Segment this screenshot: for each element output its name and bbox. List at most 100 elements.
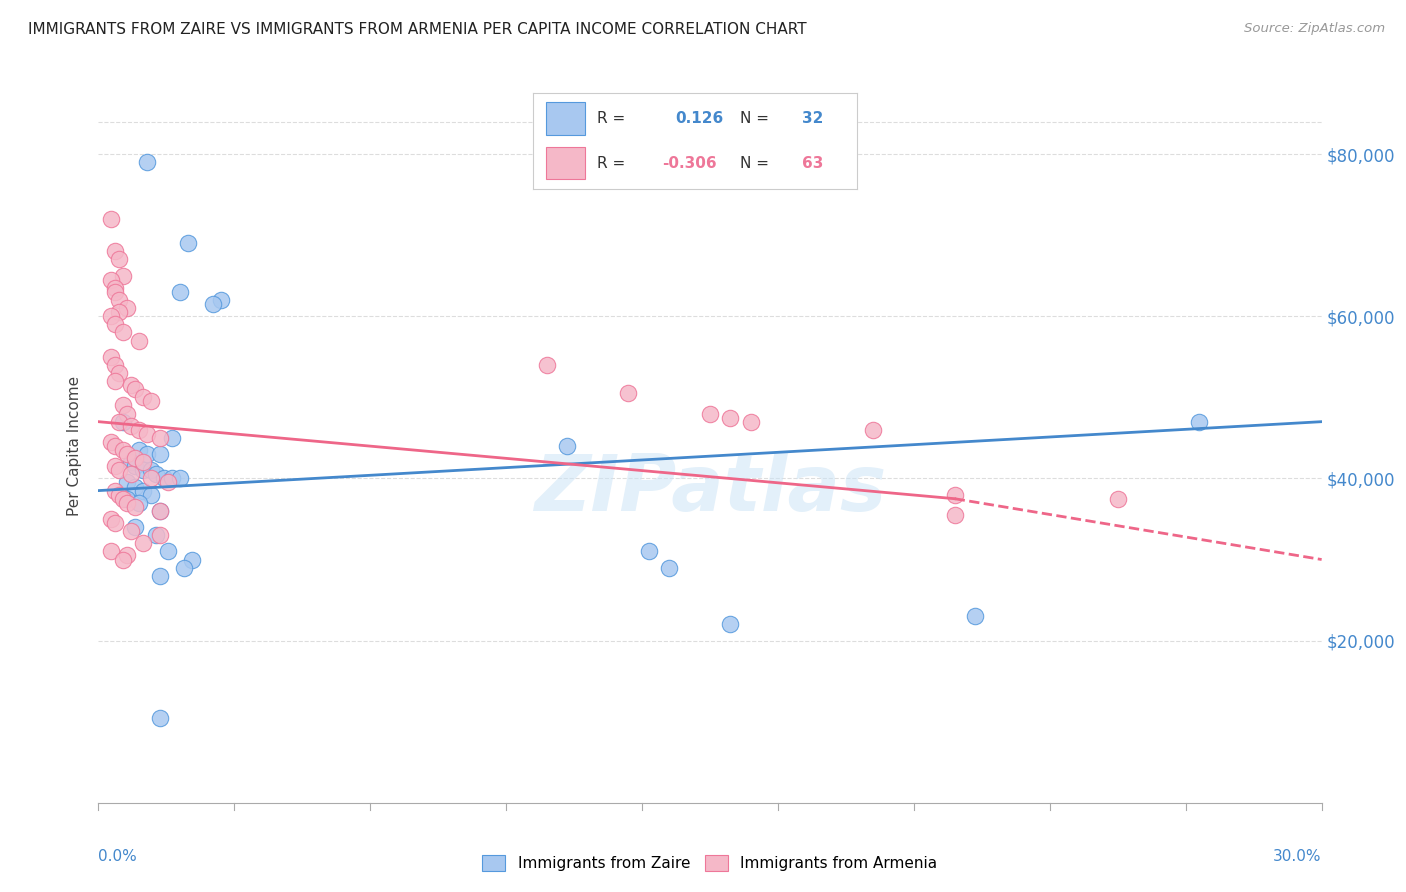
Point (557, 439, 579, 453)
Point (177, 236, 200, 251)
Text: IMMIGRANTS FROM ZAIRE VS IMMIGRANTS FROM ARMENIA PER CAPITA INCOME CORRELATION C: IMMIGRANTS FROM ZAIRE VS IMMIGRANTS FROM… (28, 22, 807, 37)
Point (124, 500, 146, 514)
Point (124, 520, 146, 534)
Point (720, 410, 742, 425)
Point (100, 310, 122, 324)
Point (104, 516, 127, 530)
Point (201, 297, 224, 311)
Point (120, 455, 142, 469)
Point (104, 358, 127, 372)
Point (699, 407, 721, 421)
Point (100, 273, 122, 287)
Legend: Immigrants from Zaire, Immigrants from Armenia: Immigrants from Zaire, Immigrants from A… (477, 849, 943, 877)
Point (108, 488, 131, 502)
Point (111, 552, 134, 566)
Point (740, 415, 762, 429)
Point (1188, 415, 1211, 429)
Text: 0.0%: 0.0% (98, 849, 138, 864)
Point (108, 305, 131, 319)
Point (943, 488, 966, 502)
Text: Source: ZipAtlas.com: Source: ZipAtlas.com (1244, 22, 1385, 36)
Point (141, 394, 163, 409)
Point (108, 366, 131, 380)
Point (181, 552, 204, 566)
Point (120, 418, 142, 433)
Point (104, 439, 127, 453)
Point (128, 443, 150, 458)
Point (111, 491, 134, 506)
Point (136, 447, 159, 461)
Point (862, 423, 884, 437)
Point (120, 378, 142, 392)
Point (115, 496, 138, 510)
Point (104, 285, 127, 299)
Point (132, 455, 155, 469)
Point (120, 467, 142, 482)
Point (124, 451, 146, 466)
Point (111, 415, 134, 429)
Point (149, 447, 172, 461)
Point (115, 549, 138, 563)
Point (124, 479, 146, 493)
Point (169, 471, 191, 485)
Point (141, 471, 163, 485)
Point (128, 423, 150, 437)
Point (658, 560, 681, 574)
Point (115, 447, 138, 461)
Point (160, 431, 183, 445)
Point (108, 463, 131, 477)
Point (111, 399, 134, 413)
Point (108, 293, 131, 307)
Point (149, 504, 172, 518)
Point (115, 491, 138, 506)
Point (111, 443, 134, 458)
Point (104, 318, 127, 332)
Point (149, 568, 172, 582)
Point (156, 544, 179, 558)
Point (115, 407, 138, 421)
Point (617, 386, 640, 401)
Point (124, 459, 146, 474)
Point (100, 434, 122, 449)
Point (132, 536, 155, 550)
Point (141, 463, 163, 477)
Point (100, 544, 122, 558)
Point (132, 483, 155, 498)
Point (111, 326, 134, 340)
Point (536, 358, 558, 372)
Point (1107, 491, 1129, 506)
Point (136, 426, 159, 441)
Point (943, 508, 966, 522)
Point (128, 334, 150, 348)
Point (124, 382, 146, 396)
Point (115, 301, 138, 315)
Point (169, 285, 191, 299)
Point (149, 431, 172, 445)
Point (638, 544, 661, 558)
Point (156, 475, 179, 490)
Point (104, 374, 127, 388)
Point (108, 252, 131, 267)
Point (209, 293, 232, 307)
Text: ZIPatlas: ZIPatlas (534, 450, 886, 527)
Point (149, 528, 172, 542)
Point (965, 609, 987, 624)
Point (104, 459, 127, 474)
Point (120, 524, 142, 538)
Y-axis label: Per Capita Income: Per Capita Income (67, 376, 83, 516)
Point (145, 528, 167, 542)
Point (132, 463, 155, 477)
Point (149, 711, 172, 725)
Point (100, 211, 122, 226)
Point (720, 617, 742, 632)
Point (128, 496, 150, 510)
Point (141, 488, 163, 502)
Point (136, 155, 159, 169)
Point (100, 350, 122, 364)
Point (149, 504, 172, 518)
Point (173, 560, 195, 574)
Point (108, 415, 131, 429)
Point (152, 471, 174, 485)
Point (104, 244, 127, 259)
Point (111, 268, 134, 283)
